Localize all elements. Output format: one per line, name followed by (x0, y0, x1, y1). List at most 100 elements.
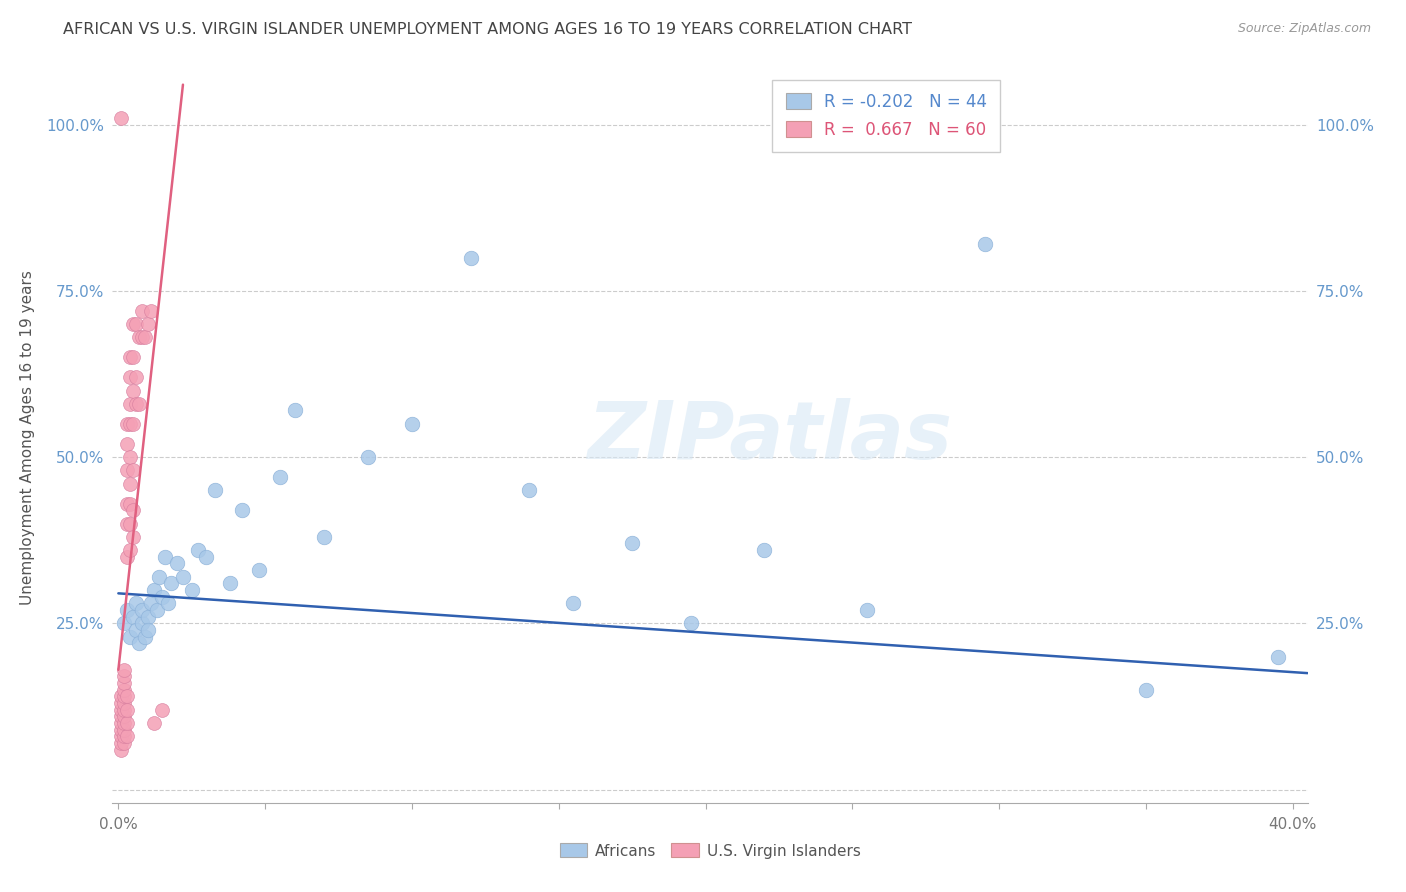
Point (120, 370, 142, 384)
Point (110, 736, 132, 750)
Point (112, 703, 135, 717)
Point (142, 582, 165, 597)
Point (134, 330, 156, 344)
Point (115, 716, 138, 731)
Point (115, 497, 138, 511)
Point (110, 742, 132, 756)
Point (136, 623, 159, 637)
Point (219, 576, 242, 591)
Point (283, 403, 305, 417)
Point (110, 696, 132, 710)
Point (157, 596, 180, 610)
Text: ZIPatlas: ZIPatlas (588, 398, 952, 476)
Point (112, 690, 135, 704)
Point (125, 623, 148, 637)
Point (112, 682, 135, 697)
Point (679, 616, 702, 631)
Point (160, 576, 183, 591)
Point (128, 397, 150, 411)
Point (131, 616, 153, 631)
Point (110, 716, 132, 731)
Point (357, 450, 380, 464)
Point (115, 436, 138, 450)
Point (112, 716, 135, 731)
Text: AFRICAN VS U.S. VIRGIN ISLANDER UNEMPLOYMENT AMONG AGES 16 TO 19 YEARS CORRELATI: AFRICAN VS U.S. VIRGIN ISLANDER UNEMPLOY… (63, 22, 912, 37)
Legend: Africans, U.S. Virgin Islanders: Africans, U.S. Virgin Islanders (554, 838, 866, 864)
Point (112, 709, 135, 723)
Point (115, 463, 138, 477)
Point (112, 616, 135, 631)
Point (122, 351, 145, 365)
Point (621, 536, 644, 550)
Point (122, 530, 145, 544)
Point (231, 503, 253, 517)
Point (180, 582, 202, 597)
Point (120, 351, 142, 365)
Point (856, 603, 879, 617)
Point (131, 330, 153, 344)
Point (112, 669, 135, 683)
Point (155, 549, 177, 564)
Point (110, 111, 132, 125)
Point (312, 530, 335, 544)
Point (562, 596, 585, 610)
Point (120, 516, 142, 531)
Point (112, 723, 135, 737)
Point (120, 417, 142, 431)
Point (1267, 649, 1289, 664)
Point (120, 397, 142, 411)
Point (120, 630, 142, 644)
Point (148, 570, 170, 584)
Point (136, 317, 159, 331)
Point (115, 417, 138, 431)
Point (110, 723, 132, 737)
Point (110, 729, 132, 743)
Point (136, 609, 159, 624)
Point (1135, 682, 1157, 697)
Point (110, 709, 132, 723)
Y-axis label: Unemployment Among Ages 16 to 19 years: Unemployment Among Ages 16 to 19 years (20, 269, 35, 605)
Point (460, 251, 482, 265)
Point (247, 563, 270, 577)
Point (112, 696, 135, 710)
Point (125, 596, 148, 610)
Point (145, 603, 167, 617)
Point (142, 716, 165, 731)
Point (128, 636, 150, 650)
Point (172, 570, 194, 584)
Point (115, 729, 138, 743)
Point (112, 729, 135, 743)
Point (125, 370, 148, 384)
Point (269, 470, 291, 484)
Point (128, 330, 150, 344)
Point (112, 663, 135, 677)
Point (401, 417, 423, 431)
Point (110, 690, 132, 704)
Point (122, 463, 145, 477)
Point (115, 603, 138, 617)
Point (122, 609, 145, 624)
Point (115, 516, 138, 531)
Point (115, 549, 138, 564)
Point (195, 549, 218, 564)
Point (112, 736, 135, 750)
Point (519, 483, 541, 498)
Text: Source: ZipAtlas.com: Source: ZipAtlas.com (1237, 22, 1371, 36)
Point (120, 543, 142, 558)
Point (115, 703, 138, 717)
Point (125, 317, 148, 331)
Point (204, 483, 226, 498)
Point (973, 237, 995, 252)
Point (131, 603, 153, 617)
Point (120, 497, 142, 511)
Point (120, 476, 142, 491)
Point (122, 503, 145, 517)
Point (166, 557, 188, 571)
Point (152, 703, 174, 717)
Point (754, 543, 776, 558)
Point (110, 703, 132, 717)
Point (122, 317, 145, 331)
Point (131, 303, 153, 318)
Point (139, 596, 162, 610)
Point (115, 690, 138, 704)
